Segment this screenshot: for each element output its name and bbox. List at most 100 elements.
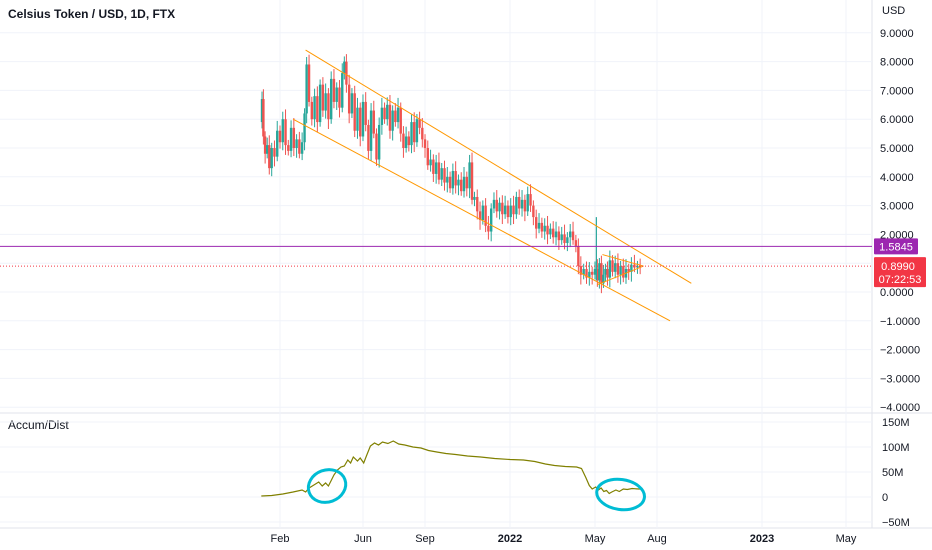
- candle-body: [574, 240, 578, 246]
- candle-body: [462, 176, 466, 192]
- candle-body: [418, 119, 421, 128]
- candle-body: [415, 119, 419, 143]
- candle-body: [569, 231, 572, 238]
- price-tick-label: −2.0000: [880, 345, 920, 357]
- candle-body: [554, 231, 558, 238]
- axes: 9.0000 8.0000 7.0000 6.0000 5.0000 4.0000 3.00…: [271, 28, 921, 545]
- candle-body: [278, 130, 282, 143]
- candle-body: [518, 196, 521, 209]
- price-tick-label: 4.0000: [880, 172, 914, 184]
- candle-body: [310, 101, 314, 120]
- candle-body: [492, 199, 496, 209]
- price-tick-label: −4.0000: [880, 402, 920, 414]
- channel-upper-line: [305, 49, 692, 284]
- candle-body: [606, 268, 609, 278]
- candle-body: [563, 234, 566, 244]
- candle-body: [636, 266, 639, 268]
- candle-body: [262, 99, 265, 137]
- price-tick-label: 7.0000: [880, 85, 914, 97]
- candle-body: [526, 194, 529, 212]
- candle-body: [476, 196, 479, 212]
- accum-dist-series: [261, 440, 646, 512]
- triangle-upper-line: [602, 254, 644, 267]
- candle-body: [421, 127, 424, 140]
- grid: [0, 0, 932, 529]
- candle-body: [509, 205, 512, 218]
- candle-body: [593, 268, 597, 275]
- candle-body: [590, 271, 594, 275]
- time-tick-label: Aug: [647, 533, 667, 545]
- candle-body: [622, 266, 625, 278]
- candle-body: [616, 263, 620, 275]
- candle-body: [287, 145, 290, 151]
- candle-body: [295, 139, 298, 148]
- ad-tick-label: 100M: [882, 442, 910, 454]
- candle-body: [484, 205, 487, 226]
- candle-body: [630, 264, 633, 272]
- candle-body: [571, 231, 575, 241]
- candle-body: [345, 61, 348, 85]
- candle-body: [335, 87, 338, 102]
- candle-body: [375, 133, 378, 160]
- candle-body: [440, 168, 443, 180]
- candle-body: [292, 127, 296, 148]
- time-tick-label: Feb: [271, 533, 290, 545]
- price-tick-label: −3.0000: [880, 373, 920, 385]
- candle-body: [273, 148, 276, 157]
- highlight-circle: [595, 477, 646, 512]
- candle-body: [307, 64, 311, 102]
- candle-body: [429, 159, 432, 166]
- ad-tick-label: 150M: [882, 417, 910, 429]
- highlight-circle: [306, 468, 348, 504]
- time-tick-label: 2023: [750, 533, 774, 545]
- candle-body: [404, 136, 408, 148]
- price-tick-label: −1.0000: [880, 316, 920, 328]
- price-tick-label: 0.0000: [880, 287, 914, 299]
- candle-body: [523, 199, 527, 212]
- candle-body: [478, 211, 482, 220]
- time-tick-label: May: [836, 533, 857, 545]
- candle-body: [391, 110, 394, 131]
- candle-body: [552, 228, 555, 238]
- candle-body: [520, 199, 524, 209]
- candle-body: [364, 101, 367, 125]
- candle-body: [338, 87, 341, 108]
- candle-body: [549, 228, 552, 235]
- candle-body: [432, 159, 435, 174]
- candle-body: [529, 194, 532, 206]
- candle-body: [566, 237, 569, 244]
- candle-body: [546, 225, 549, 235]
- candle-body: [460, 179, 463, 192]
- candle-body: [413, 122, 416, 143]
- candle-body: [423, 139, 427, 148]
- candle-body: [557, 231, 561, 241]
- candle-body: [284, 119, 287, 146]
- candle-body: [588, 271, 591, 278]
- candle-body: [537, 222, 541, 229]
- candle-body: [600, 263, 603, 284]
- candle-body: [560, 234, 563, 241]
- candle-body: [343, 61, 346, 74]
- candle-body: [598, 263, 601, 281]
- candle-body: [388, 104, 392, 131]
- candle-body: [448, 176, 452, 189]
- candle-body: [276, 130, 279, 157]
- candle-body: [532, 205, 535, 218]
- time-tick-label: Sep: [415, 533, 435, 545]
- countdown-label: 07:22:53: [879, 274, 922, 286]
- channel-lower-line: [292, 118, 671, 322]
- candle-body: [305, 64, 308, 114]
- candle-body: [321, 84, 325, 111]
- candle-body: [324, 93, 327, 111]
- candle-body: [465, 176, 469, 189]
- candle-body: [298, 139, 301, 154]
- candle-body: [383, 107, 386, 120]
- last-price-label: 0.8990: [881, 261, 915, 273]
- candle-body: [608, 260, 612, 278]
- candle-body: [263, 136, 267, 154]
- candle-body: [585, 268, 588, 278]
- candle-body: [470, 162, 474, 200]
- candle-body: [614, 263, 617, 272]
